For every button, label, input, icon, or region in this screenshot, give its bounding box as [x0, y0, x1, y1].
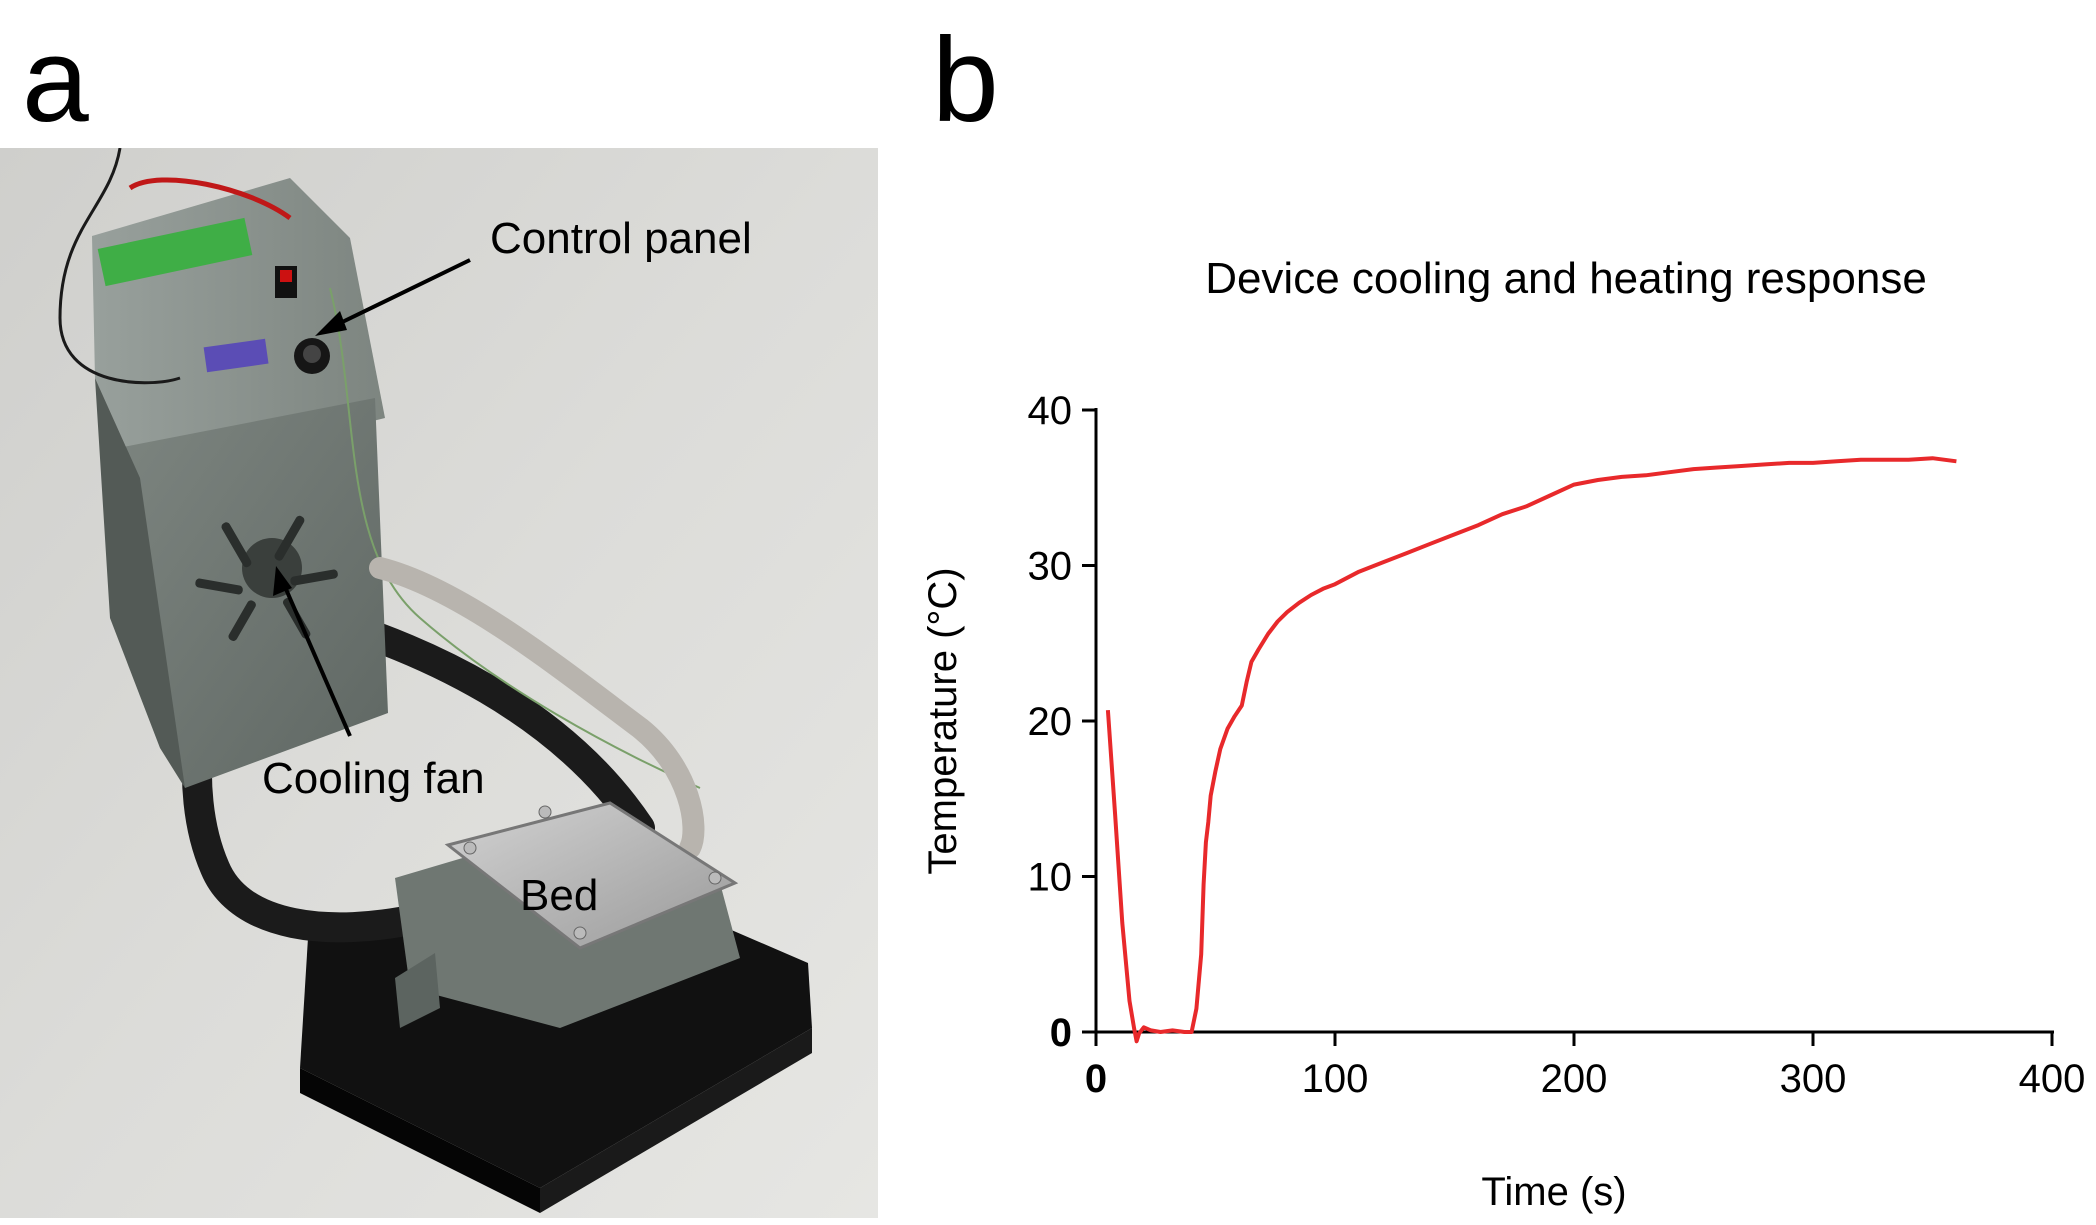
y-tick-label: 20 [1028, 700, 1073, 744]
x-tick-label: 200 [1541, 1057, 1608, 1101]
x-tick-label: 100 [1302, 1057, 1369, 1101]
x-tick-label: 0 [1085, 1057, 1107, 1101]
x-tick-label: 300 [1780, 1057, 1847, 1101]
y-tick-label: 0 [1050, 1011, 1072, 1055]
y-tick-label: 40 [1028, 389, 1073, 433]
bed-assembly [395, 801, 740, 1028]
lcd-display [203, 338, 269, 373]
cable-sleeve [369, 557, 705, 859]
device-photo: Control panel Cooling fan Bed [0, 148, 878, 1218]
label-cooling-fan: Cooling fan [262, 754, 485, 803]
y-axis-label: Temperature (°C) [921, 567, 965, 874]
chart-title: Device cooling and heating response [1205, 254, 1927, 303]
y-tick-label: 30 [1028, 545, 1073, 589]
chart-axes [1094, 408, 2054, 1034]
label-bed: Bed [520, 871, 598, 920]
y-tick-label: 10 [1028, 856, 1073, 900]
x-axis-label: Time (s) [1481, 1170, 1626, 1214]
chart-series [1105, 456, 1957, 1044]
chart-ticks: 0 100 200 300 400 0 10 20 30 40 [1028, 389, 2086, 1101]
panel-label-a: a [22, 13, 89, 147]
panel-label-b: b [932, 13, 999, 147]
temperature-chart: Device cooling and heating response 0 100… [921, 254, 2086, 1214]
x-tick-label: 400 [2019, 1057, 2086, 1101]
control-box [58, 148, 701, 789]
terminal-blocks [97, 217, 253, 287]
label-control-panel: Control panel [490, 214, 752, 263]
temperature-series-line [1105, 456, 1957, 1044]
annotation-arrows [273, 258, 471, 737]
